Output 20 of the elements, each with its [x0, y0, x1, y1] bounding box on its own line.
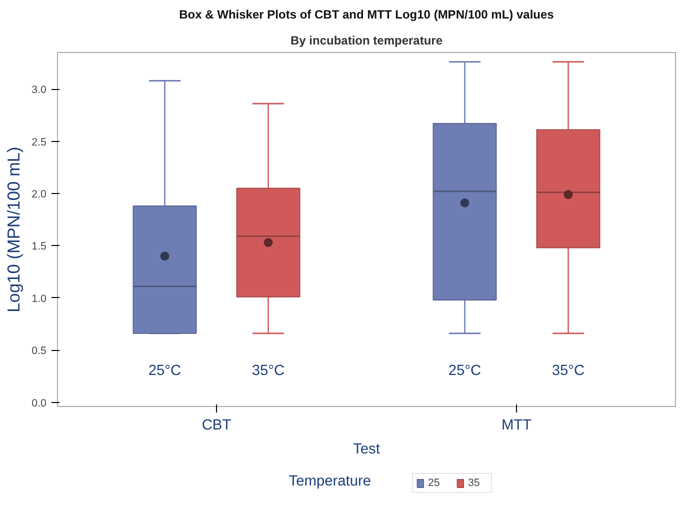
legend-label: 35: [468, 477, 481, 489]
annotation: 25°C: [448, 363, 482, 380]
x-tick-label: CBT: [202, 418, 232, 434]
legend-title: Temperature: [288, 474, 372, 490]
annotation: 35°C: [252, 363, 286, 380]
y-tick-label: 2.0: [32, 188, 47, 200]
y-tick-label: 1.0: [32, 292, 47, 305]
y-tick-label: 1.5: [32, 240, 47, 253]
x-tick-label: MTT: [501, 418, 532, 434]
x-axis-title: Test: [353, 442, 380, 458]
chart-title: Box & Whisker Plots of CBT and MTT Log10 (MPN/100 mL) values: [179, 8, 554, 22]
chart-subtitle: By incubation temperature: [290, 34, 443, 48]
annotation: 25°C: [148, 363, 182, 380]
y-axis-title: Log10 (MPN/100 mL): [4, 146, 24, 312]
legend-label: 25: [428, 477, 441, 489]
y-tick-label: 2.5: [32, 136, 47, 148]
annotation: 35°C: [552, 363, 586, 380]
y-tick-label: 0.0: [32, 397, 47, 410]
y-tick-label: 0.5: [32, 345, 47, 358]
y-tick-label: 3.0: [32, 84, 47, 96]
